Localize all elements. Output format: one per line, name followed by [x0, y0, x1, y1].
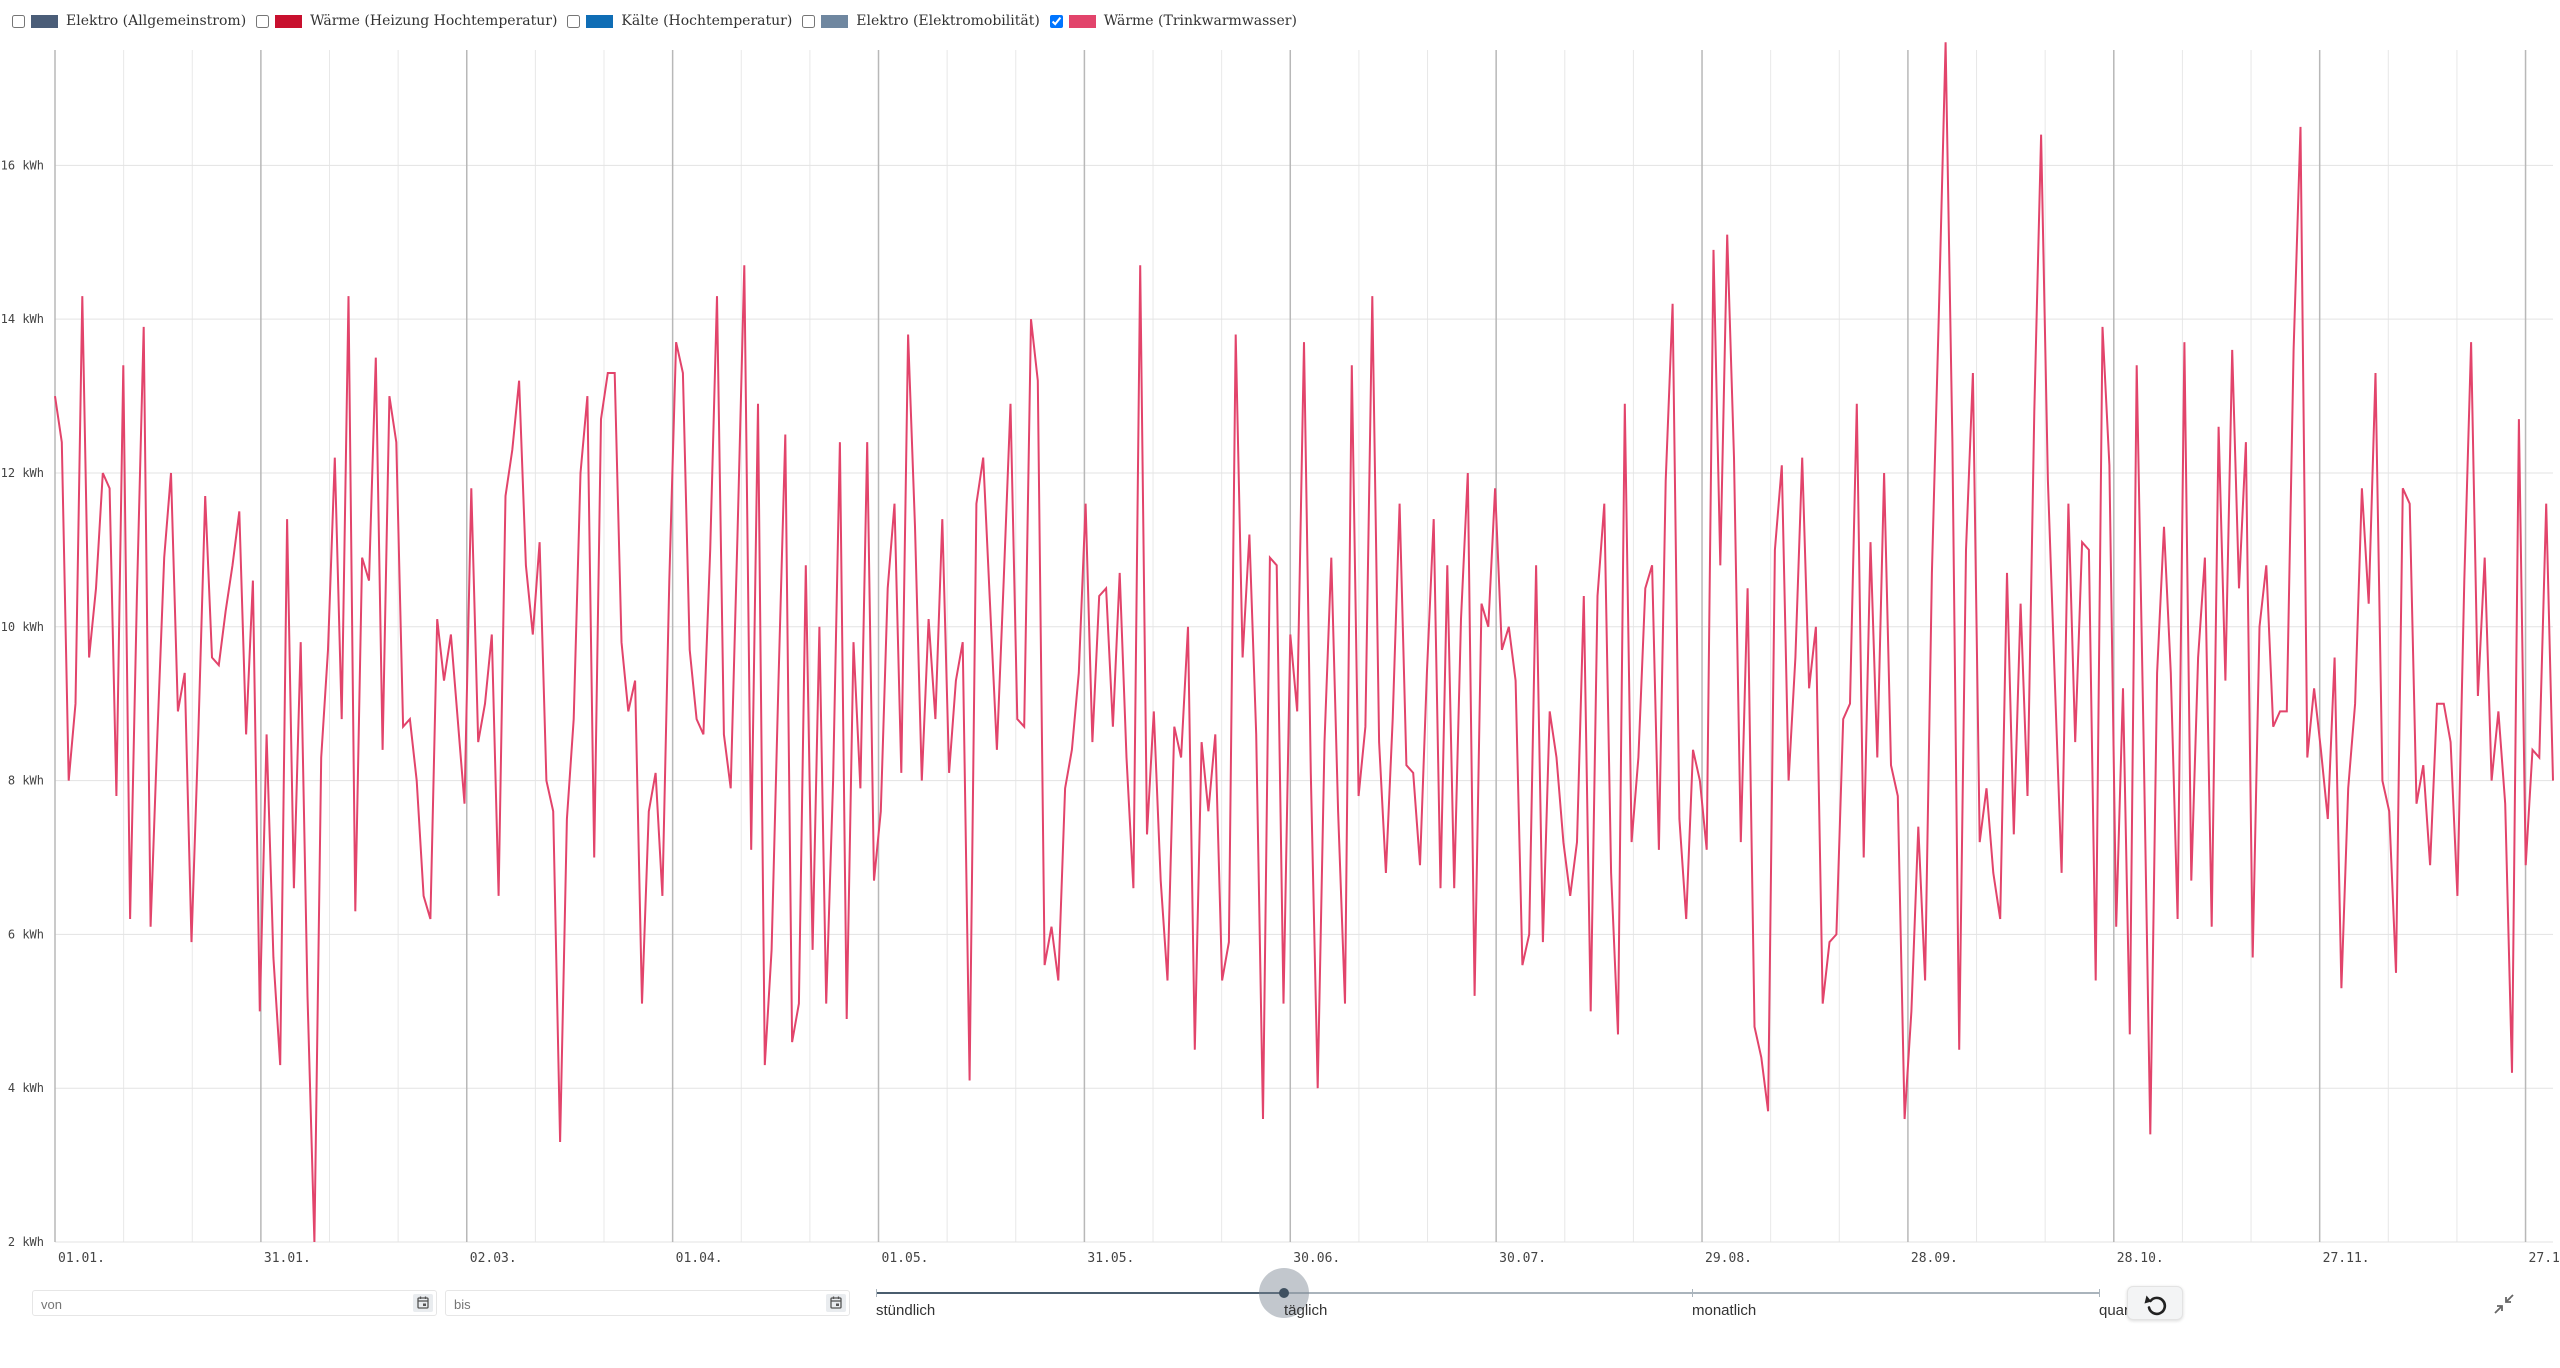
line-chart: 2 kWh 4 kWh 6 kWh 8 kWh 10 kWh 12 kWh 14 kWh 16…: [1, 42, 2560, 1266]
x-tick-label: 02.03.: [470, 1251, 517, 1266]
collapse-icon: [2494, 1294, 2514, 1314]
legend-swatch: [586, 14, 614, 28]
y-tick-label: 10 kWh: [1, 620, 44, 634]
legend-checkbox[interactable]: [567, 14, 581, 28]
to-date-input[interactable]: [452, 1293, 819, 1315]
resolution-option-quartalsweise[interactable]: quar: [2099, 1302, 2127, 1319]
from-date-field: [32, 1290, 437, 1316]
legend-swatch: [31, 14, 58, 28]
legend-item-waerme-trinkwarmwasser[interactable]: Wärme (Trinkwarmwasser): [1049, 13, 1297, 29]
minor-grid: [55, 50, 2553, 1243]
slider-thumb[interactable]: [1279, 1288, 1289, 1298]
legend-item-kaelte[interactable]: Kälte (Hochtemperatur): [567, 13, 792, 29]
from-calendar-button[interactable]: [413, 1294, 433, 1312]
x-tick-label: 27.11.: [2323, 1251, 2370, 1266]
resolution-option-taeglich[interactable]: täglich: [1284, 1302, 1328, 1319]
legend-swatch: [821, 14, 849, 28]
y-axis-labels: 2 kWh 4 kWh 6 kWh 8 kWh 10 kWh 12 kWh 14 kWh 16…: [1, 158, 44, 1249]
legend-swatch: [275, 14, 303, 28]
to-calendar-button[interactable]: [826, 1294, 846, 1312]
legend-label: Elektro (Elektromobilität): [856, 13, 1040, 29]
x-tick-label: 31.01.: [264, 1251, 311, 1266]
major-grid: [54, 50, 2527, 1242]
resolution-slider[interactable]: stündlich täglich monatlich quar: [876, 1268, 2127, 1340]
x-tick-label: 01.05.: [882, 1251, 929, 1266]
from-date-input[interactable]: [39, 1293, 406, 1315]
legend-label: Wärme (Heizung Hochtemperatur): [310, 13, 558, 29]
resolution-option-stuendlich[interactable]: stündlich: [876, 1302, 936, 1319]
x-tick-label: 31.05.: [1087, 1251, 1134, 1266]
legend-checkbox[interactable]: [802, 14, 816, 28]
legend-checkbox[interactable]: [256, 14, 270, 28]
calendar-icon: [417, 1296, 429, 1309]
series-legend: Elektro (Allgemeinstrom) Wärme (Heizung …: [12, 10, 1307, 32]
slider-track-fill: [876, 1292, 1284, 1294]
legend-label: Wärme (Trinkwarmwasser): [1103, 13, 1297, 29]
to-date-field: [445, 1290, 850, 1316]
slider-tick: [876, 1289, 877, 1297]
resolution-option-monatlich[interactable]: monatlich: [1692, 1302, 1757, 1319]
y-tick-label: 8 kWh: [8, 774, 44, 788]
x-tick-label: 29.08.: [1705, 1251, 1752, 1266]
x-tick-label: 30.06.: [1293, 1251, 1340, 1266]
x-tick-label: 01.01.: [58, 1251, 105, 1266]
legend-item-elektro-elektromobilitaet[interactable]: Elektro (Elektromobilität): [802, 13, 1040, 29]
slider-tick: [2099, 1289, 2100, 1297]
legend-item-waerme-heizung[interactable]: Wärme (Heizung Hochtemperatur): [256, 13, 557, 29]
calendar-icon: [830, 1296, 842, 1309]
reset-button[interactable]: [2127, 1286, 2183, 1320]
y-tick-label: 6 kWh: [8, 927, 44, 941]
y-tick-label: 16 kWh: [1, 158, 44, 172]
x-tick-label: 28.09.: [1911, 1251, 1958, 1266]
legend-label: Kälte (Hochtemperatur): [621, 13, 793, 29]
series-layer: [54, 42, 2554, 1243]
collapse-button[interactable]: [2490, 1290, 2518, 1318]
legend-checkbox[interactable]: [12, 14, 25, 28]
series-line: [54, 42, 2554, 1243]
x-tick-label: 27.12.: [2529, 1251, 2560, 1266]
legend-swatch: [1068, 14, 1096, 28]
legend-checkbox[interactable]: [1049, 14, 1063, 28]
x-tick-label: 28.10.: [2117, 1251, 2164, 1266]
x-axis-labels: 01.01. 31.01. 02.03. 01.04. 01.05. 31.05. 30.0…: [58, 1251, 2560, 1266]
y-tick-label: 2 kWh: [8, 1235, 44, 1249]
legend-label: Elektro (Allgemeinstrom): [66, 13, 247, 29]
y-tick-label: 4 kWh: [8, 1081, 44, 1095]
x-tick-label: 30.07.: [1499, 1251, 1546, 1266]
legend-item-elektro-allgemeinstrom[interactable]: Elektro (Allgemeinstrom): [12, 13, 246, 29]
time-controls: stündlich täglich monatlich quar: [0, 1268, 2560, 1340]
y-tick-label: 14 kWh: [1, 312, 44, 326]
slider-track[interactable]: [876, 1292, 2100, 1294]
y-tick-label: 12 kWh: [1, 466, 44, 480]
reset-icon: [2144, 1295, 2167, 1316]
slider-tick: [1692, 1289, 1693, 1297]
x-tick-label: 01.04.: [676, 1251, 723, 1266]
